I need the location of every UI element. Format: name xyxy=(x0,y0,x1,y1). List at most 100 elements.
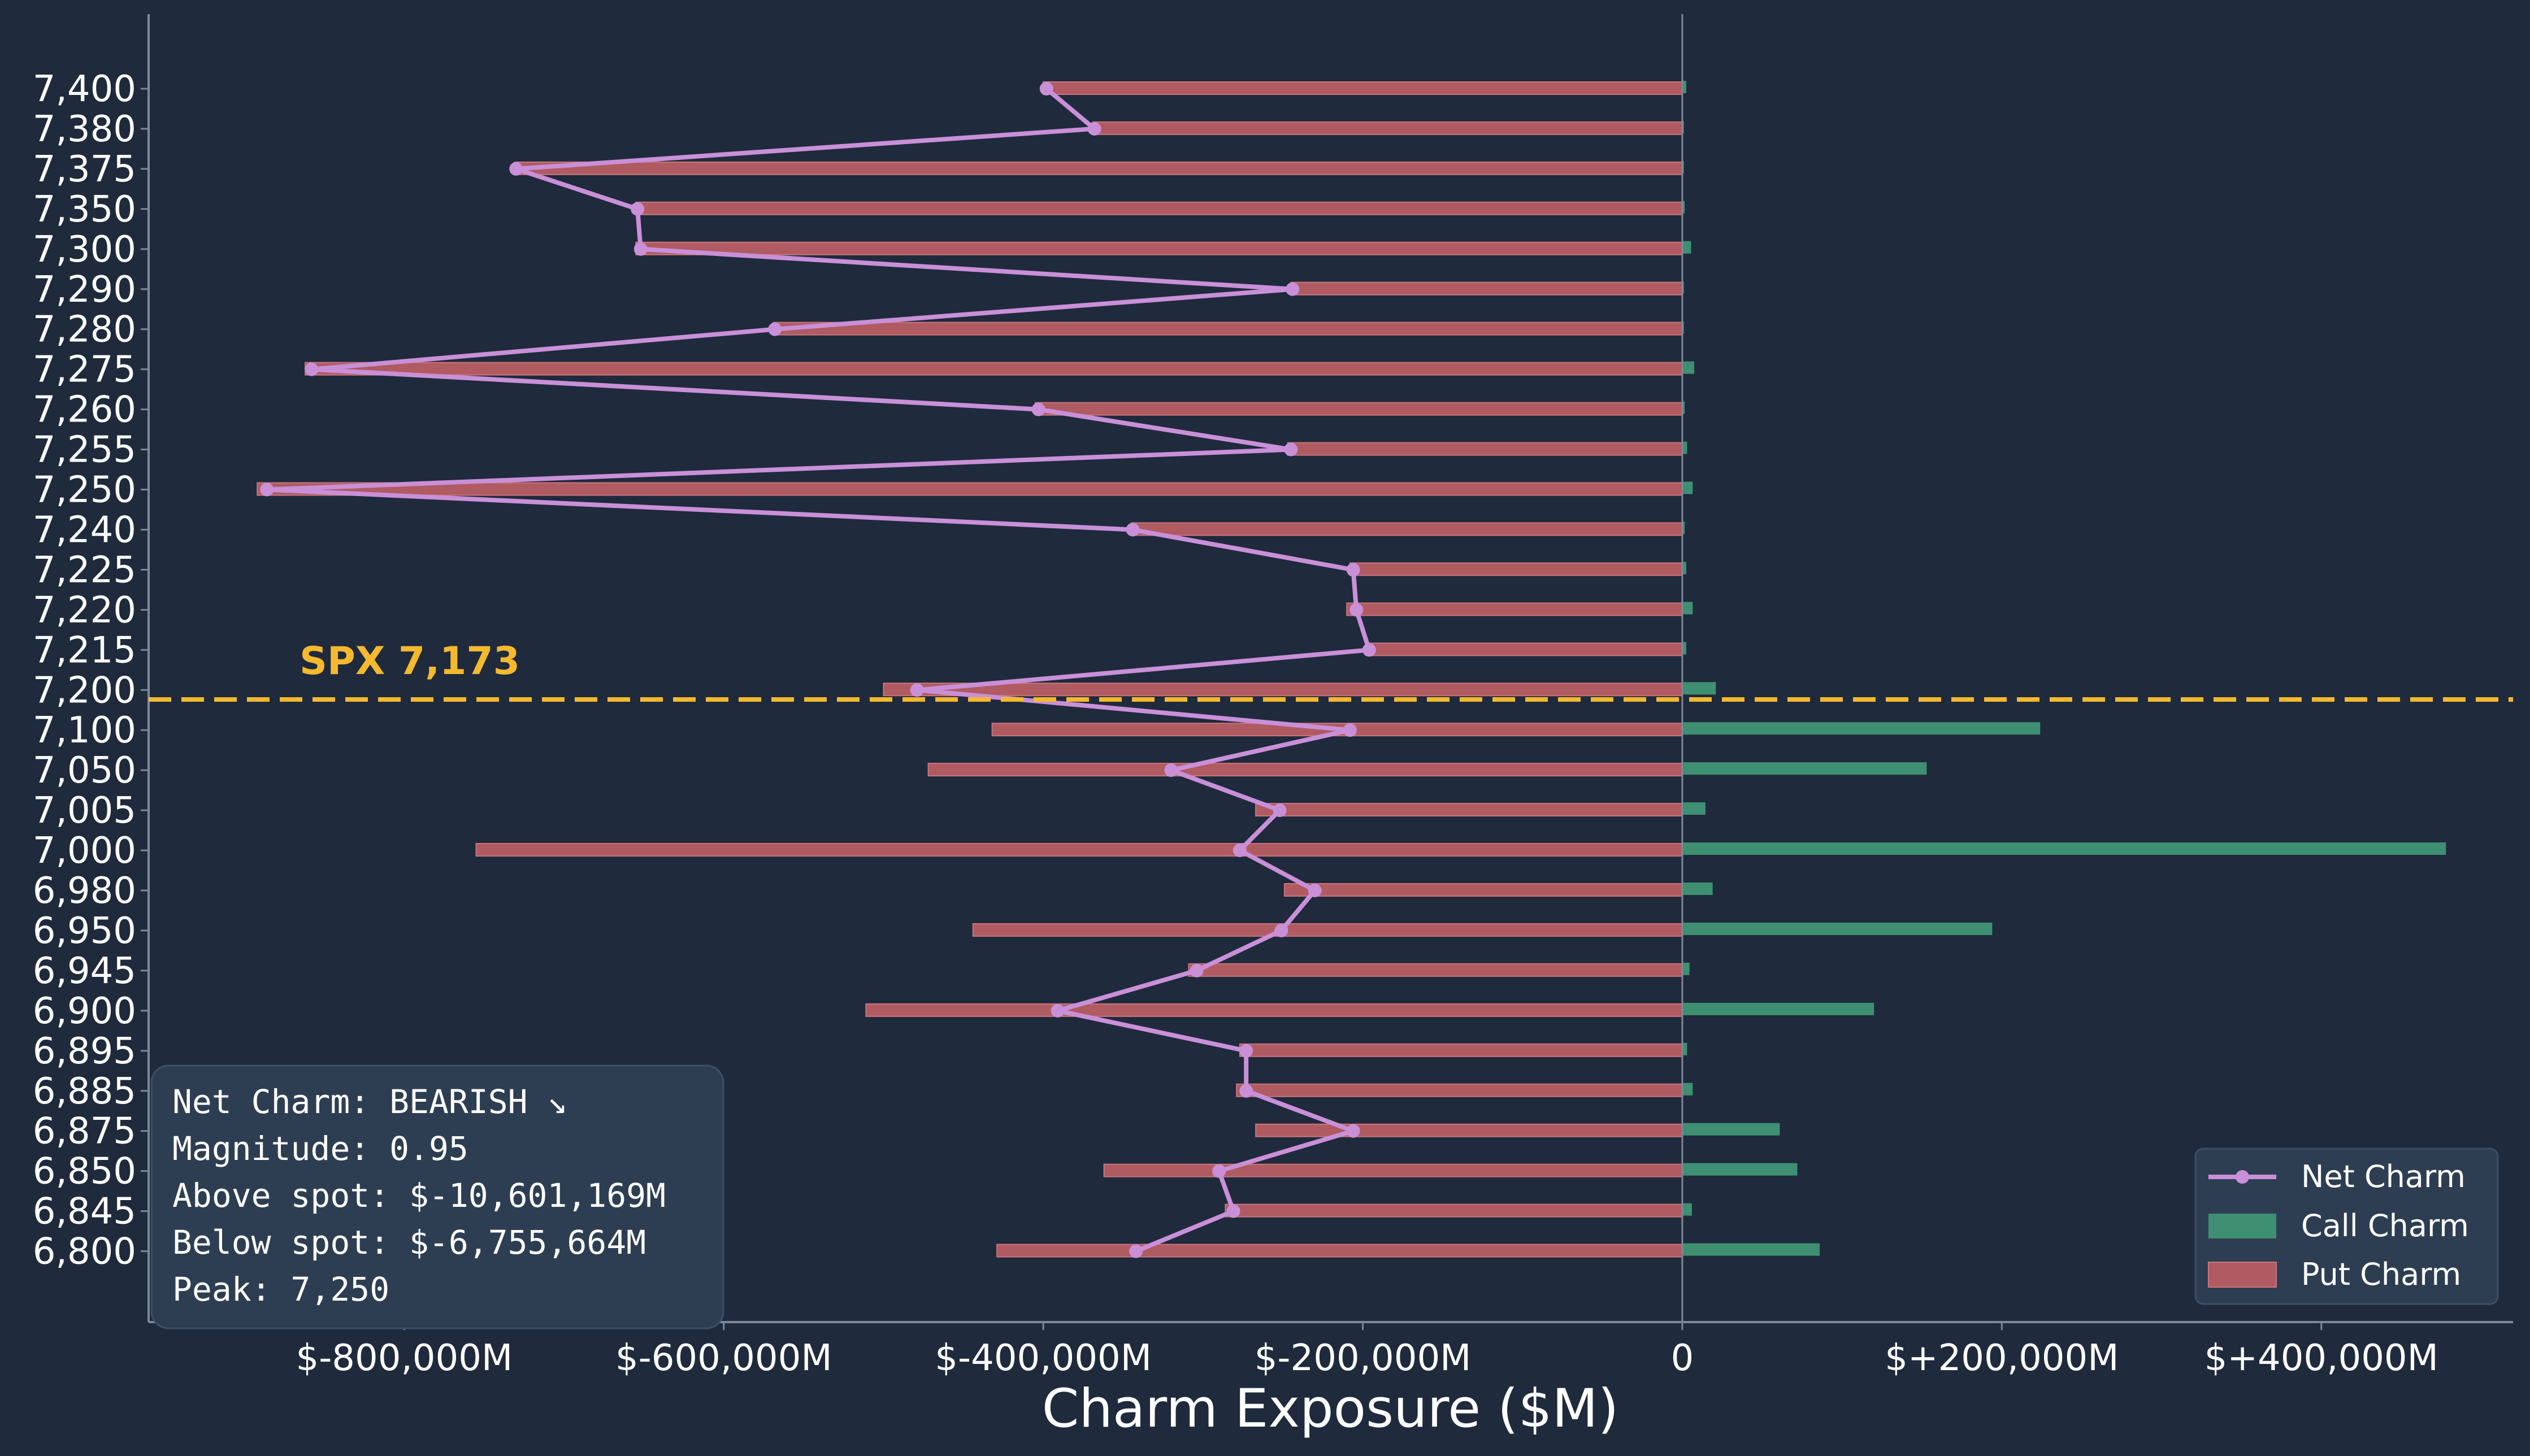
legend-call-charm-label: Call Charm xyxy=(2301,1208,2469,1244)
bars-layer xyxy=(257,81,2446,1258)
spot-line-layer: SPX 7,173 xyxy=(149,639,2513,702)
y-tick-label: 7,220 xyxy=(33,589,136,631)
put-charm-bar xyxy=(257,482,1683,496)
put-charm-bar xyxy=(1349,562,1683,576)
legend-net-charm-marker xyxy=(2236,1170,2249,1184)
call-charm-bar xyxy=(1682,1002,1874,1015)
net-charm-point xyxy=(1349,603,1364,617)
put-charm-bar xyxy=(1239,1043,1683,1057)
x-tick-label: 0 xyxy=(1671,1337,1694,1379)
call-charm-bar xyxy=(1682,1163,1798,1176)
call-charm-bar xyxy=(1682,1203,1692,1216)
call-charm-bar xyxy=(1682,81,1687,93)
put-charm-bar xyxy=(1043,81,1683,95)
y-tick-label: 7,100 xyxy=(33,710,136,751)
info-above-spot: Above spot: $-10,601,169M xyxy=(172,1176,666,1215)
put-charm-bar xyxy=(1290,281,1683,295)
y-tick-label: 7,400 xyxy=(33,68,136,110)
legend-net-charm-label: Net Charm xyxy=(2301,1159,2466,1194)
call-charm-bar xyxy=(1682,802,1706,815)
y-tick-label: 7,200 xyxy=(33,670,136,711)
net-charm-point xyxy=(1239,1044,1253,1058)
put-charm-bar xyxy=(1035,402,1683,416)
net-charm-point xyxy=(1308,884,1322,897)
net-charm-point xyxy=(1087,121,1101,136)
put-charm-bar xyxy=(1284,883,1683,897)
legend-put-charm-label: Put Charm xyxy=(2301,1257,2461,1292)
x-tick-label: $-200,000M xyxy=(1255,1337,1472,1379)
x-tick-label: $-600,000M xyxy=(615,1337,832,1379)
put-charm-bar xyxy=(1255,803,1683,817)
call-charm-bar xyxy=(1682,1083,1693,1096)
call-charm-bar xyxy=(1682,682,1716,695)
x-tick-label: $-800,000M xyxy=(296,1337,513,1379)
call-charm-bar xyxy=(1682,762,1927,775)
net-charm-point xyxy=(1051,1003,1065,1018)
call-charm-bar xyxy=(1682,722,2041,735)
net-charm-point xyxy=(1284,442,1298,457)
legend-put-charm-swatch xyxy=(2208,1262,2277,1288)
net-charm-point xyxy=(1126,523,1140,537)
call-charm-bar xyxy=(1682,602,1693,615)
y-tick-label: 6,875 xyxy=(33,1111,136,1153)
y-tick-label: 6,885 xyxy=(33,1071,136,1112)
call-charm-bar xyxy=(1682,562,1687,575)
net-charm-point xyxy=(1212,1164,1226,1178)
call-charm-bar xyxy=(1682,1123,1780,1136)
legend: Net Charm Call Charm Put Charm xyxy=(2194,1148,2499,1305)
info-box: Net Charm: BEARISH ↘ Magnitude: 0.95 Abo… xyxy=(150,1064,724,1329)
y-tick-label: 6,895 xyxy=(33,1031,136,1072)
net-charm-point xyxy=(768,322,782,336)
y-tick-label: 7,000 xyxy=(33,830,136,872)
y-tick-label: 6,900 xyxy=(33,990,136,1032)
put-charm-bar xyxy=(1365,642,1683,657)
x-tick-label: $-400,000M xyxy=(935,1337,1152,1379)
call-charm-bar xyxy=(1682,201,1685,214)
call-charm-bar xyxy=(1682,883,1713,895)
x-tick-label: $+200,000M xyxy=(1885,1337,2119,1379)
put-charm-bar xyxy=(1188,963,1683,977)
net-charm-point xyxy=(1190,963,1204,977)
call-charm-bar xyxy=(1682,842,2446,855)
y-tick-label: 7,250 xyxy=(33,470,136,511)
x-axis-ticks: $-800,000M $-600,000M $-400,000M $-200,000M… xyxy=(296,1322,2438,1379)
y-tick-label: 7,280 xyxy=(33,309,136,351)
put-charm-bar xyxy=(773,321,1683,336)
call-charm-bar xyxy=(1682,481,1693,494)
put-charm-bar xyxy=(475,843,1683,857)
y-tick-label: 6,950 xyxy=(33,910,136,952)
put-charm-bar xyxy=(1225,1203,1683,1218)
y-axis-ticks: 7,4007,3807,3757,3507,3007,2907,2807,275… xyxy=(33,68,149,1273)
net-charm-layer xyxy=(260,82,1376,1258)
net-charm-point xyxy=(1362,643,1376,657)
put-charm-bar xyxy=(1236,1083,1683,1097)
y-tick-label: 7,300 xyxy=(33,229,136,271)
put-charm-bar xyxy=(996,1244,1683,1258)
net-charm-point xyxy=(633,242,648,256)
info-box-background xyxy=(150,1064,724,1329)
call-charm-bar xyxy=(1682,922,1993,935)
net-charm-point xyxy=(1233,844,1247,858)
net-charm-point xyxy=(631,202,645,216)
put-charm-bar xyxy=(635,201,1683,215)
y-tick-label: 7,240 xyxy=(33,509,136,551)
call-charm-bar xyxy=(1682,521,1685,534)
net-charm-point xyxy=(1346,1124,1360,1138)
call-charm-bar xyxy=(1682,642,1687,655)
call-charm-bar xyxy=(1682,401,1685,414)
legend-call-charm-swatch xyxy=(2208,1214,2276,1238)
y-tick-label: 6,850 xyxy=(33,1151,136,1193)
net-charm-point xyxy=(509,162,523,176)
call-charm-bar xyxy=(1682,1243,1820,1256)
y-tick-label: 7,290 xyxy=(33,269,136,311)
net-charm-point xyxy=(260,483,274,497)
y-tick-label: 7,350 xyxy=(33,189,136,231)
put-charm-bar xyxy=(1255,1123,1683,1137)
y-tick-label: 7,255 xyxy=(33,429,136,471)
y-tick-label: 7,275 xyxy=(33,349,136,391)
info-net-charm: Net Charm: BEARISH ↘ xyxy=(172,1083,567,1121)
y-tick-label: 6,845 xyxy=(33,1191,136,1233)
x-tick-label: $+400,000M xyxy=(2204,1337,2438,1379)
net-charm-point xyxy=(305,362,319,376)
